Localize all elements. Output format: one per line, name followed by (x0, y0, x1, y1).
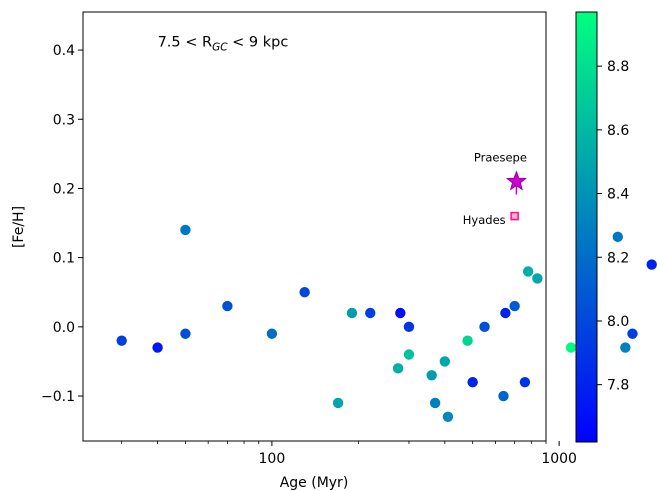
colorbar-tick-label: 8.6 (607, 123, 629, 139)
data-point (403, 349, 415, 360)
data-point (346, 307, 358, 319)
data-point (392, 363, 404, 374)
data-point (509, 300, 520, 312)
data-point (462, 335, 473, 346)
y-tick-label: −0.1 (41, 389, 75, 405)
data-point (646, 259, 657, 270)
data-point (467, 376, 478, 388)
data-point (180, 328, 191, 339)
y-axis-ticks: −0.1 0.0 0.1 0.2 0.3 0.4 (41, 43, 83, 405)
data-point (266, 328, 278, 339)
data-point (500, 307, 511, 319)
praesepe-star-marker (505, 170, 528, 191)
data-point (403, 321, 415, 333)
data-point (627, 328, 638, 339)
y-tick-label: 0.4 (53, 43, 75, 59)
x-axis-ticks: 100 1000 (121, 441, 577, 467)
colorbar-tick-label: 8.8 (607, 59, 629, 75)
data-point (439, 356, 451, 367)
data-point (498, 390, 509, 402)
data-point (116, 335, 127, 346)
y-axis-label: [Fe/H] (11, 206, 27, 248)
data-point (532, 273, 543, 284)
data-point (332, 397, 344, 409)
data-point (222, 300, 233, 312)
special-markers (505, 170, 528, 221)
y-tick-label: 0.3 (53, 112, 75, 128)
hyades-square-marker (510, 211, 519, 221)
data-point (429, 397, 441, 409)
data-point (442, 411, 454, 422)
data-point (479, 321, 490, 333)
data-point (365, 307, 376, 319)
colorbar-tick-label: 7.8 (607, 378, 629, 394)
point-label: Hyades (463, 213, 506, 227)
point-labels: NGC 6791PraesepeHyades (463, 151, 527, 228)
x-tick-label: 100 (259, 451, 286, 467)
data-point (612, 231, 623, 243)
y-tick-label: 0.2 (53, 181, 75, 197)
data-point (565, 342, 577, 353)
data-point (180, 224, 191, 236)
data-point (395, 307, 406, 319)
y-tick-label: 0.1 (53, 251, 75, 267)
x-tick-label: 1000 (541, 451, 577, 467)
data-point (152, 342, 163, 353)
colorbar-tick-label: 8.2 (607, 250, 629, 266)
data-point (426, 370, 437, 381)
colorbar-ticks: 7.8 8.0 8.2 8.4 8.6 8.8 (597, 59, 629, 394)
region-annotation: 7.5 < RGC < 9 kpc (158, 35, 289, 54)
data-point (299, 287, 310, 298)
data-point (522, 266, 534, 277)
plot-area (82, 11, 547, 442)
annotation-pre: 7.5 < R (158, 35, 213, 51)
colorbar (575, 11, 598, 443)
y-tick-label: 0.0 (53, 320, 75, 336)
colorbar-tick-label: 8.4 (607, 187, 629, 203)
point-label: Praesepe (474, 151, 527, 165)
annotation-subscript: GC (212, 42, 228, 54)
annotation-post: < 9 kpc (228, 35, 289, 51)
data-point (519, 376, 531, 388)
x-axis-label: Age (Myr) (280, 475, 349, 491)
data-point (620, 342, 631, 353)
colorbar-tick-label: 8.0 (607, 314, 629, 330)
